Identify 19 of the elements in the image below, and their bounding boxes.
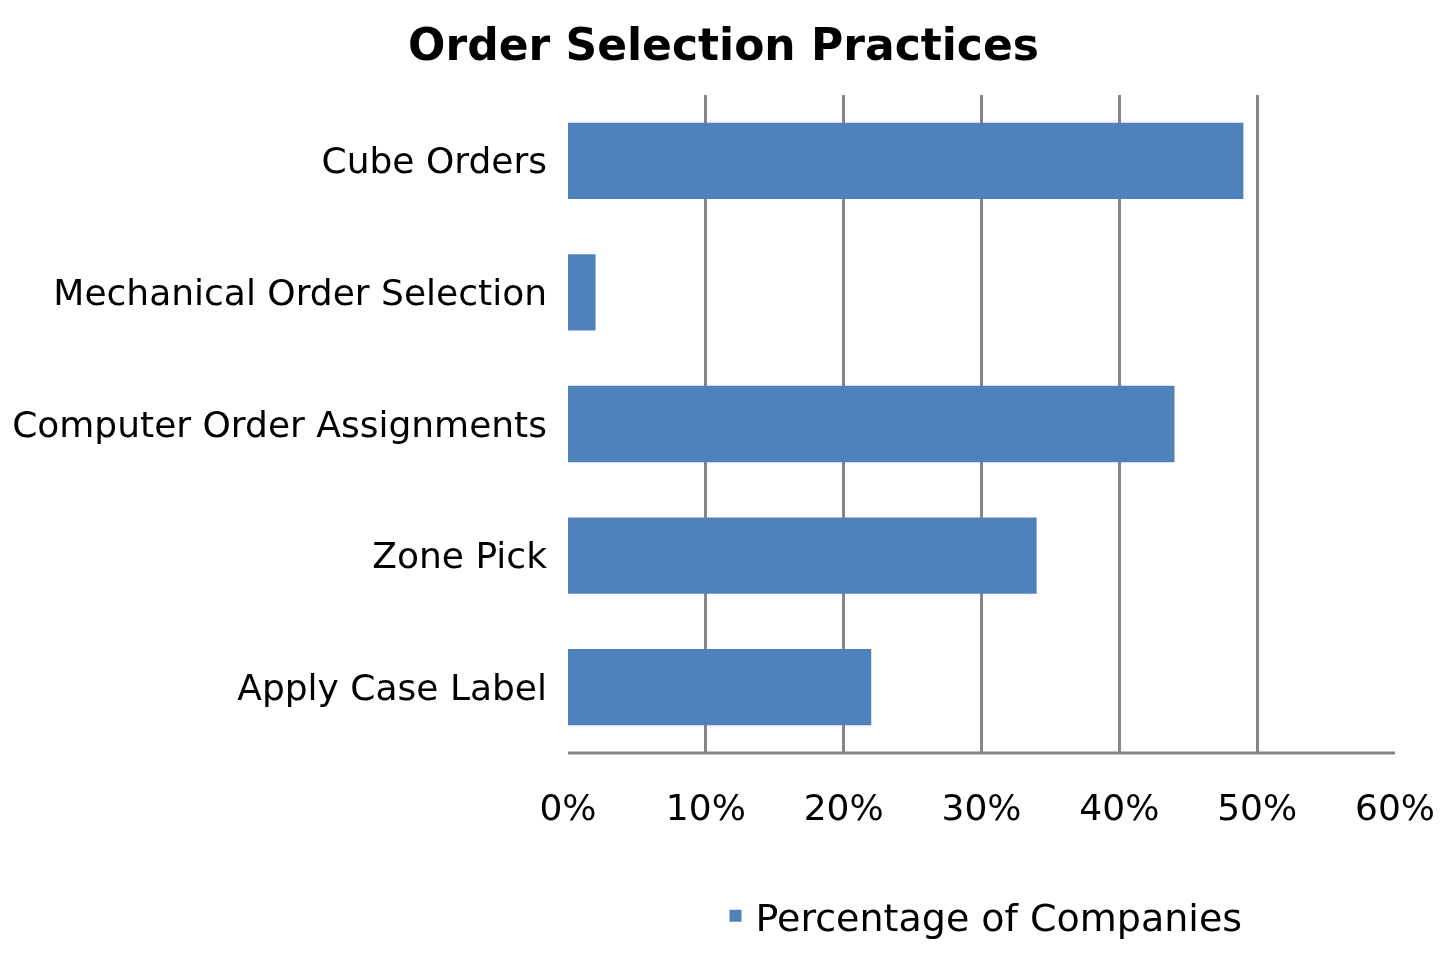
- y-tick-label: Computer Order Assignments: [12, 403, 547, 445]
- bar: [568, 649, 872, 726]
- x-tick-label: 40%: [1079, 787, 1160, 828]
- bar: [568, 385, 1175, 463]
- y-tick-label: Mechanical Order Selection: [53, 272, 547, 313]
- y-tick-label: Apply Case Label: [237, 666, 547, 708]
- bar: [568, 517, 1037, 594]
- x-tick-label: 60%: [1354, 787, 1436, 828]
- x-tick-label: 30%: [941, 787, 1022, 828]
- bar: [568, 122, 1244, 199]
- x-tick-label: 0%: [539, 787, 597, 828]
- chart-title: Order Selection Practices: [408, 18, 1039, 70]
- x-tick-label: 10%: [665, 787, 746, 828]
- x-tick-label: 20%: [803, 787, 884, 828]
- y-tick-label: Zone Pick: [372, 535, 548, 577]
- y-tick-label: Cube Orders: [321, 140, 547, 182]
- bar: [568, 254, 596, 331]
- legend-label: Percentage of Companies: [755, 895, 1243, 940]
- x-tick-label: 50%: [1217, 787, 1298, 828]
